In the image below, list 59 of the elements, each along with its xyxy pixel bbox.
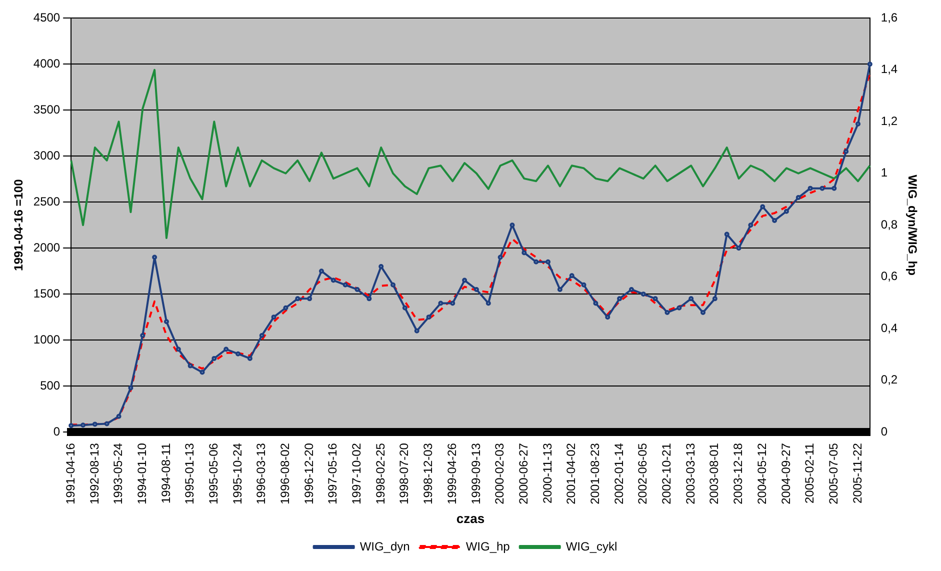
x-tick-label: 1999-04-26 [444,442,459,504]
x-tick-label: 1995-10-24 [230,442,244,504]
y-tick-label: 4000 [33,56,60,70]
y-tick-label: 3000 [33,148,60,162]
x-tick-label: 1995-05-06 [206,442,220,504]
x-tick-label: 2004-09-27 [778,442,793,504]
x-tick-label: 2001-04-02 [564,442,578,504]
x-tick-label: 2002-06-05 [636,442,650,504]
y-tick-label: 500 [40,378,60,392]
x-tick-label: 2005-07-05 [826,442,840,504]
x-tick-label: 2005-11-22 [850,442,864,504]
x-tick-label: 1999-09-13 [468,442,483,504]
x-tick-label: 2002-10-21 [660,442,674,504]
x-tick-label: 1998-07-20 [397,442,412,504]
y-tick-label: 2500 [33,194,60,208]
y-axis-title: 1991-04-16 =100 [12,178,26,271]
x-tick-label: 2002-01-14 [612,442,626,504]
y2-axis-title: WIG_dyn/WIG_hp [905,174,920,276]
x-tick-label: 2003-03-13 [683,442,698,504]
y-tick-label: 3500 [33,102,60,116]
legend-label: WIG_hp [466,539,510,554]
y2-tick-label: 0,4 [880,320,898,335]
x-tick-label: 2000-11-13 [540,442,554,504]
x-tick-label: 1998-02-25 [373,442,388,504]
x-tick-label: 1996-12-20 [302,442,316,504]
y2-tick-label: 1,6 [880,10,898,25]
x-tick-label: 1997-05-16 [326,442,340,504]
x-tick-label: 2003-08-01 [707,442,722,504]
x-tick-label: 1995-01-13 [182,442,197,504]
x-tick-label: 2005-02-11 [802,442,817,504]
y-tick-label: 2000 [33,240,60,254]
x-tick-label: 1992-08-13 [87,442,102,504]
y2-tick-label: 1,4 [880,62,898,76]
y-tick-label: 4500 [33,10,60,25]
y2-tick-label: 0,2 [880,372,898,387]
x-tick-label: 2000-02-03 [492,442,507,504]
y-tick-label: 0 [53,424,60,438]
x-tick-label: 1996-08-02 [278,442,292,504]
x-tick-label: 1996-03-13 [254,442,268,504]
y2-tick-label: 1 [880,166,888,180]
x-tick-label: 1998-12-03 [421,442,436,504]
y-tick-label: 1500 [33,286,60,300]
y2-tick-label: 1,2 [880,114,898,128]
legend-label: WIG_cykl [566,539,618,554]
legend-label: WIG_dyn [360,539,410,554]
x-tick-label: 2004-05-12 [754,442,769,504]
x-tick-label: 1994-01-10 [134,442,149,504]
x-axis-title: czas [456,510,485,526]
x-tick-label: 1997-10-02 [350,442,364,504]
x-tick-label: 1991-04-16 [63,442,78,504]
x-tick-label: 2003-12-18 [731,442,746,504]
x-tick-label: 1994-08-11 [158,442,173,504]
y2-tick-label: 0,8 [880,217,898,232]
x-tick-label: 1993-05-24 [111,442,126,504]
x-tick-label: 2001-08-23 [588,442,602,504]
y-tick-label: 1000 [33,332,60,346]
y2-tick-label: 0 [880,424,888,438]
x-tick-label: 2000-06-27 [516,442,530,504]
y2-tick-label: 0,6 [880,269,898,284]
